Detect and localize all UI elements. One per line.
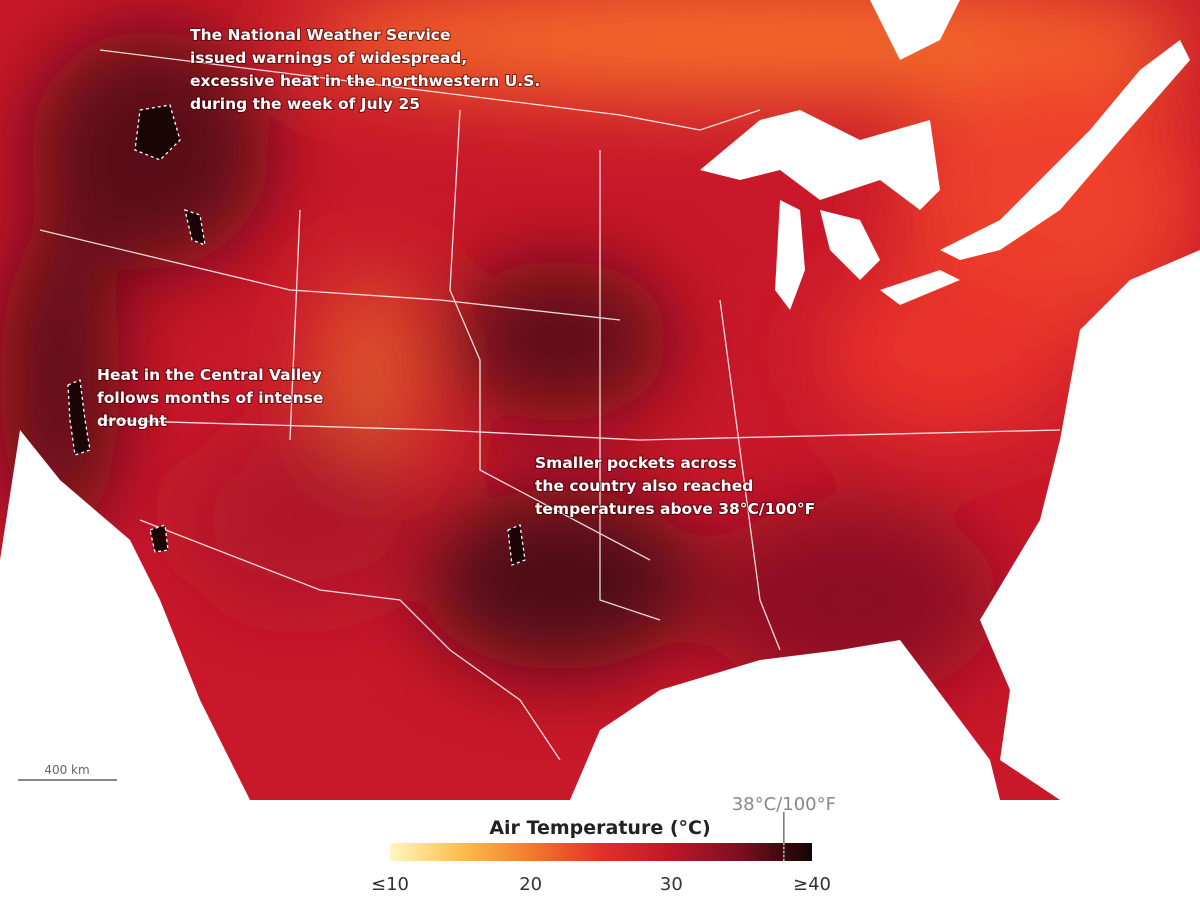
annotation-line: follows months of intense (97, 389, 323, 407)
scale-label: 400 km (44, 763, 89, 777)
colorbar (390, 843, 812, 861)
annotation-line: Smaller pockets across (535, 454, 737, 472)
annotation-line: drought (97, 412, 168, 430)
annotation-line: temperatures above 38°C/100°F (535, 500, 815, 518)
temperature-map (0, 0, 1200, 800)
scale-bar: 400 km (18, 763, 117, 781)
annotation-line: The National Weather Service (190, 26, 450, 44)
annotation-line: excessive heat in the northwestern U.S. (190, 72, 540, 90)
annotations: The National Weather Service issued warni… (96, 25, 816, 519)
colorbar-tick-label: 30 (660, 874, 683, 895)
legend: Air Temperature (°C) ≤10 20 30 ≥40 38°C/100°… (371, 794, 836, 895)
colorbar-tick-label: ≥40 (793, 874, 831, 895)
threshold-label: 38°C/100°F (732, 794, 836, 815)
colorbar-tick-label: ≤10 (371, 874, 409, 895)
legend-title: Air Temperature (°C) (489, 817, 710, 839)
annotation-line: issued warnings of widespread, (190, 49, 467, 67)
annotation-line: Heat in the Central Valley (97, 366, 322, 384)
annotation-line: during the week of July 25 (190, 95, 420, 113)
colorbar-tick-label: 20 (519, 874, 542, 895)
annotation-line: the country also reached (535, 477, 753, 495)
